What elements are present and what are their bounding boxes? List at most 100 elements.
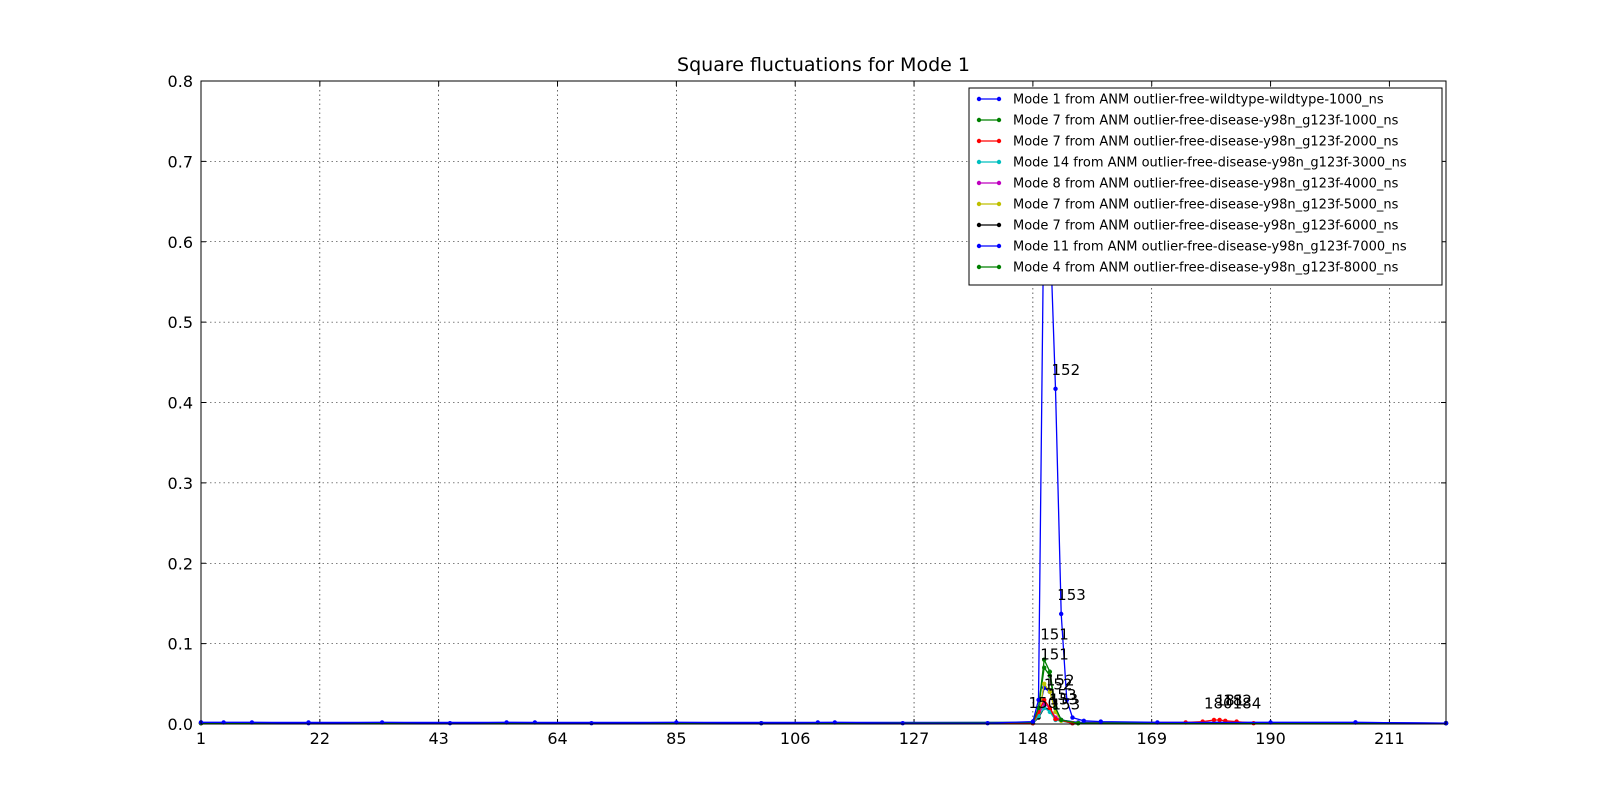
legend-marker: [976, 201, 982, 207]
annotation-label: 181: [1216, 692, 1245, 710]
annotation-label: 151: [1040, 646, 1069, 664]
annotation-label: 152: [1046, 671, 1075, 689]
legend-label: Mode 11 from ANM outlier-free-disease-y9…: [1013, 240, 1407, 255]
annotation-label: 152: [1052, 361, 1081, 379]
data-point: [1075, 720, 1081, 726]
legend-label: Mode 7 from ANM outlier-free-disease-y98…: [1013, 135, 1399, 150]
data-point: [306, 720, 311, 726]
data-point: [504, 720, 509, 725]
x-tick-label: 43: [429, 729, 449, 748]
data-point: [1053, 386, 1058, 392]
annotation-label: 150: [1029, 694, 1058, 712]
legend-entry: Mode 7 from ANM outlier-free-disease-y98…: [976, 114, 1399, 129]
legend-marker: [996, 138, 1002, 144]
y-tick-label: 0.7: [168, 152, 193, 171]
legend-marker: [976, 138, 982, 144]
y-tick-label: 0.5: [168, 313, 193, 332]
data-point: [1217, 717, 1222, 723]
data-point: [1042, 697, 1047, 703]
data-point: [379, 720, 385, 725]
data-point: [1081, 718, 1087, 723]
legend-label: Mode 4 from ANM outlier-free-disease-y98…: [1013, 261, 1399, 276]
annotation-label: 153: [1050, 691, 1079, 709]
legend-marker: [996, 222, 1002, 228]
legend-label: Mode 7 from ANM outlier-free-disease-y98…: [1013, 219, 1399, 234]
y-tick-label: 0.2: [168, 554, 193, 573]
annotation-label: 184: [1233, 695, 1262, 713]
legend-marker: [976, 117, 982, 123]
data-point: [1155, 720, 1160, 725]
data-point: [1042, 705, 1047, 711]
x-tick-label: 106: [780, 729, 811, 748]
data-point: [1042, 657, 1047, 662]
data-point: [1030, 719, 1036, 724]
data-point: [985, 720, 990, 726]
data-point: [249, 720, 255, 725]
x-tick-label: 169: [1136, 729, 1167, 748]
data-point: [900, 720, 905, 726]
x-tick-label: 211: [1374, 729, 1405, 748]
legend-label: Mode 8 from ANM outlier-free-disease-y98…: [1013, 177, 1399, 192]
annotation-label: 153: [1052, 696, 1081, 714]
legend-marker: [996, 96, 1002, 102]
legend-marker: [976, 96, 982, 102]
data-point: [1268, 720, 1273, 725]
legend-marker: [976, 159, 982, 165]
data-point: [759, 720, 764, 726]
axis-ticks: 1 22 43 64 85 106 127 148 169 190 211 0.0 0.1 0.2 0.3 0…: [168, 72, 1446, 748]
legend-entry: Mode 4 from ANM outlier-free-disease-y98…: [976, 261, 1399, 276]
data-point: [589, 720, 594, 726]
legend-label: Mode 14 from ANM outlier-free-disease-y9…: [1013, 156, 1407, 171]
legend-entry: Mode 1 from ANM outlier-free-wildtype-wi…: [976, 93, 1384, 108]
annotation-label: 153: [1057, 586, 1086, 604]
data-point: [221, 720, 226, 725]
legend-label: Mode 7 from ANM outlier-free-disease-y98…: [1013, 198, 1399, 213]
data-point: [1036, 705, 1041, 711]
legend-entry: Mode 8 from ANM outlier-free-disease-y98…: [976, 177, 1399, 192]
x-tick-label: 64: [547, 729, 567, 748]
x-tick-label: 1: [196, 729, 206, 748]
data-point: [1047, 705, 1053, 711]
annotation-label: 180: [1204, 695, 1233, 713]
x-tick-label: 148: [1018, 729, 1049, 748]
x-tick-label: 190: [1255, 729, 1286, 748]
legend-marker: [976, 264, 982, 270]
data-point: [447, 720, 453, 726]
y-tick-label: 0.1: [168, 635, 193, 654]
legend-marker: [996, 180, 1002, 186]
data-point: [1064, 697, 1070, 703]
legend-marker: [976, 180, 982, 186]
y-tick-label: 0.0: [168, 715, 193, 734]
legend-entry: Mode 7 from ANM outlier-free-disease-y98…: [976, 135, 1399, 150]
chart-title: Square fluctuations for Mode 1: [677, 54, 970, 76]
data-point: [1070, 715, 1075, 720]
y-tick-label: 0.4: [168, 394, 193, 413]
annotation-label: 151: [1040, 626, 1069, 644]
legend: Mode 1 from ANM outlier-free-wildtype-wi…: [968, 87, 1443, 286]
x-tick-label: 22: [310, 729, 330, 748]
x-tick-label: 127: [899, 729, 930, 748]
annotation-label: 182: [1223, 692, 1252, 710]
legend-marker: [996, 201, 1002, 207]
data-point: [1047, 689, 1053, 695]
annotation-label: 153: [1048, 686, 1077, 704]
data-point: [1058, 717, 1064, 723]
data-point: [1098, 719, 1103, 724]
legend-label: Mode 7 from ANM outlier-free-disease-y98…: [1013, 114, 1399, 129]
data-point: [1058, 611, 1064, 617]
legend-marker: [976, 243, 982, 249]
series-group: [198, 175, 1449, 726]
data-point: [1211, 717, 1217, 723]
data-point: [674, 720, 679, 725]
legend-marker: [996, 117, 1002, 123]
legend-entry: Mode 7 from ANM outlier-free-disease-y98…: [976, 198, 1399, 213]
legend-entry: Mode 14 from ANM outlier-free-disease-y9…: [976, 156, 1407, 171]
grid: [201, 81, 1446, 724]
legend-box: [968, 87, 1443, 286]
data-point: [1036, 697, 1041, 703]
plot-frame: [200, 80, 1447, 725]
legend-marker: [976, 222, 982, 228]
x-tick-label: 85: [666, 729, 686, 748]
